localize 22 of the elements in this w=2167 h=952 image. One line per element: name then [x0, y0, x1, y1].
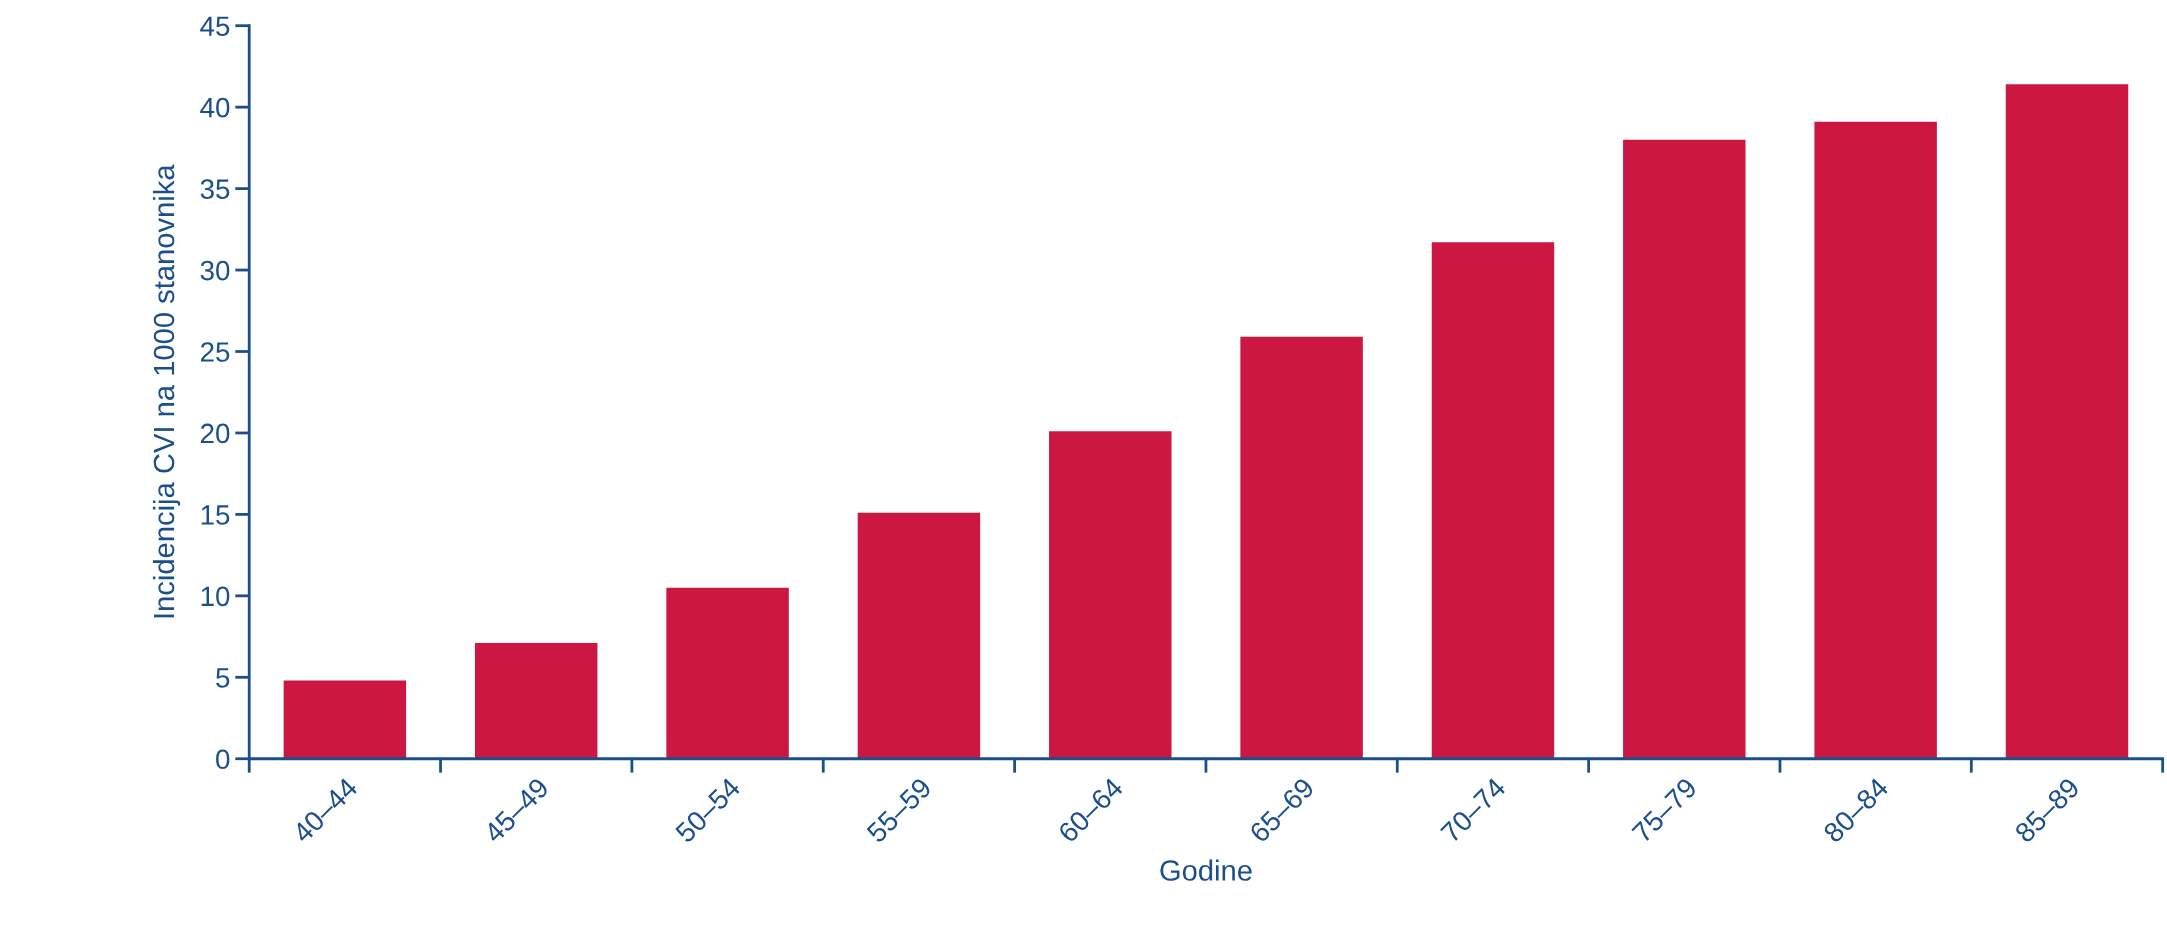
- y-tick-label: 0: [216, 749, 230, 770]
- y-tick-label: 5: [216, 668, 230, 688]
- y-tick-label: 35: [200, 179, 230, 199]
- bar: [1623, 139, 1746, 759]
- bar: [857, 512, 981, 759]
- y-tick-label: 20: [200, 423, 230, 444]
- y-axis-title: Incidencija CVI na 1000 stanovnika: [152, 164, 181, 618]
- bar: [2005, 84, 2129, 759]
- y-tick-label: 15: [201, 505, 230, 525]
- bar: [474, 643, 598, 759]
- x-axis-title: Godine: [1160, 859, 1252, 881]
- y-tick-label: 40: [200, 97, 230, 118]
- bar: [1049, 431, 1172, 759]
- bar: [666, 587, 789, 759]
- bar: [1431, 242, 1555, 759]
- bar: [1240, 336, 1363, 759]
- y-tick-label: 25: [200, 342, 230, 362]
- y-tick-label: 10: [201, 586, 230, 607]
- bar: [1814, 121, 1937, 759]
- bar: [283, 680, 407, 759]
- y-tick-label: 30: [200, 260, 230, 281]
- y-tick-label: 45: [200, 16, 230, 37]
